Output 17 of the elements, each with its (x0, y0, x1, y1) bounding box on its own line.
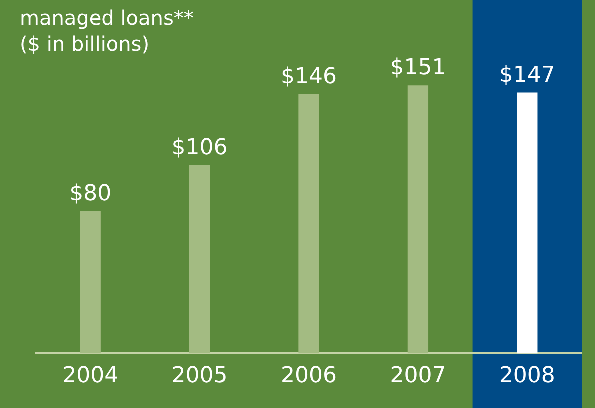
bar (80, 211, 101, 354)
data-label: $106 (172, 135, 228, 160)
x-tick-label: 2008 (499, 364, 556, 389)
x-tick-label: 2007 (390, 364, 446, 389)
x-tick-label: 2006 (281, 364, 337, 389)
bar (517, 92, 538, 354)
data-label: $146 (281, 64, 337, 90)
x-tick-label: 2004 (62, 364, 119, 389)
bar (408, 86, 429, 354)
chart-title: managed loans** (20, 6, 194, 30)
data-label: $80 (70, 182, 112, 207)
chart-subtitle: ($ in billions) (20, 32, 150, 56)
bar (298, 94, 320, 354)
bar (189, 165, 210, 354)
data-label: $147 (499, 62, 556, 88)
x-tick-label: 2005 (172, 364, 228, 389)
data-label: $151 (390, 56, 446, 81)
